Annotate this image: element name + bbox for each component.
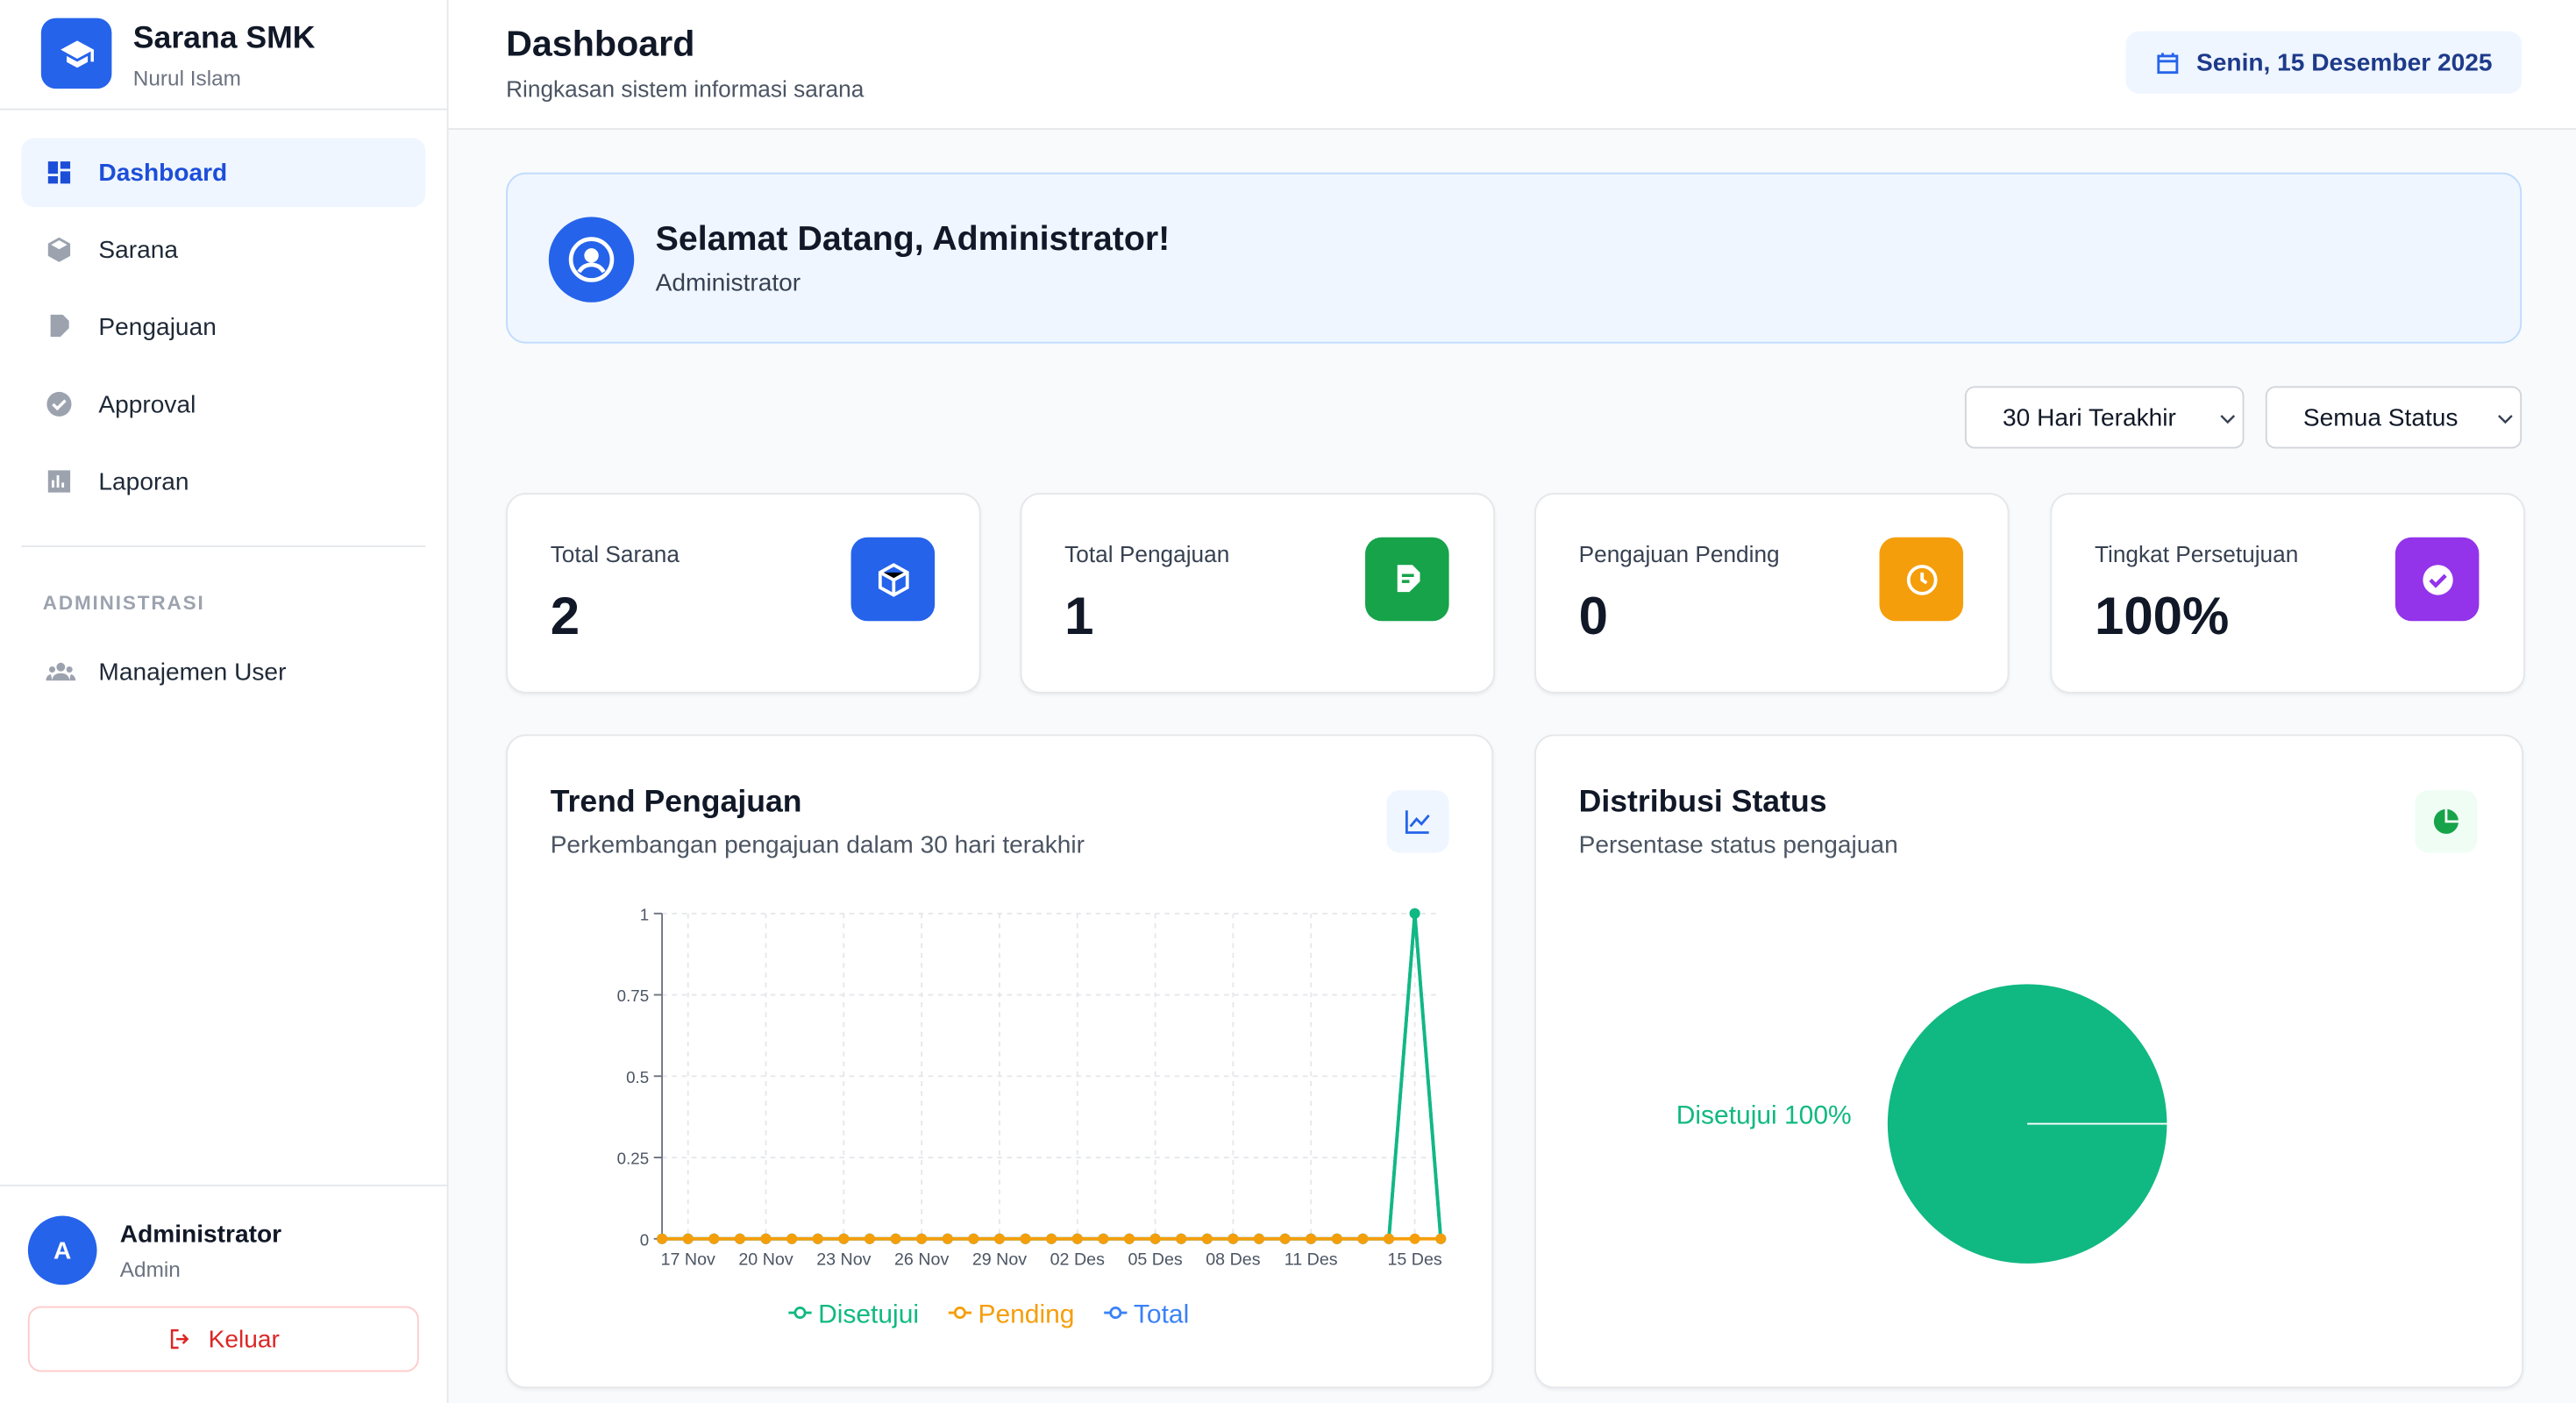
nav-icon bbox=[47, 237, 71, 262]
nav-item[interactable]: Pengajuan bbox=[21, 293, 425, 362]
icon bbox=[1396, 564, 1420, 592]
nav-icon bbox=[46, 662, 76, 681]
stat-value: 100% bbox=[2094, 586, 2230, 646]
nav-item[interactable]: Dashboard bbox=[21, 138, 426, 208]
stat-card: Total Pengajuan 1 bbox=[1020, 493, 1496, 694]
divider bbox=[0, 108, 447, 110]
date: Senin, 15 Desember 2025 bbox=[2196, 48, 2493, 77]
chart-title: Trend Pengajuan bbox=[550, 785, 802, 820]
section-label: ADMINISTRASI bbox=[42, 591, 205, 615]
nav-icon bbox=[46, 391, 72, 417]
icon bbox=[2433, 808, 2459, 834]
welcome-role: Administrator bbox=[655, 269, 801, 298]
welcome-card: Selamat Datang, Administrator! Administr… bbox=[506, 172, 2523, 344]
icon bbox=[2422, 564, 2452, 595]
nav-label: Pengajuan bbox=[98, 312, 217, 341]
nav-label: Approval bbox=[98, 390, 196, 418]
stat-label: Pengajuan Pending bbox=[1578, 540, 1780, 567]
nav-label: Manajemen User bbox=[98, 658, 287, 687]
stat-label: Total Pengajuan bbox=[1064, 540, 1230, 567]
nav-icon bbox=[47, 470, 71, 493]
nav-item[interactable]: Laporan bbox=[21, 447, 425, 516]
logo-icon bbox=[60, 39, 94, 68]
chevron bbox=[2220, 415, 2236, 424]
stat-value: 2 bbox=[550, 586, 580, 646]
chart-subtitle: Persentase status pengajuan bbox=[1578, 831, 1898, 859]
divider bbox=[21, 545, 426, 547]
chart-subtitle: Perkembangan pengajuan dalam 30 hari ter… bbox=[550, 831, 1085, 859]
sidebar: Sarana SMK Nurul Islam Dashboard Sarana … bbox=[0, 0, 449, 1403]
period-select[interactable]: 30 Hari Terakhir bbox=[1964, 386, 2245, 449]
brand: Sarana SMK bbox=[132, 21, 316, 56]
icon bbox=[878, 562, 908, 596]
stat-icon bbox=[1365, 537, 1449, 622]
avatar: A bbox=[27, 1215, 97, 1285]
stat-value: 0 bbox=[1578, 586, 1608, 646]
stat-label: Total Sarana bbox=[550, 540, 680, 567]
chart-card: Distribusi Status Persentase status peng… bbox=[1534, 734, 2524, 1389]
nav-item[interactable]: Sarana bbox=[21, 215, 425, 284]
stat-icon bbox=[1879, 537, 1964, 622]
stat-card: Pengajuan Pending 0 bbox=[1534, 493, 2010, 694]
nav-item[interactable]: Approval bbox=[21, 370, 425, 439]
logout-icon bbox=[170, 1328, 189, 1350]
stat-icon bbox=[850, 537, 936, 622]
logout-label: Keluar bbox=[208, 1325, 280, 1353]
icon bbox=[1405, 810, 1430, 834]
logout-button[interactable]: Keluar bbox=[27, 1306, 419, 1372]
user-name: Administrator bbox=[119, 1221, 282, 1250]
school: Nurul Islam bbox=[132, 65, 241, 91]
nav-icon bbox=[47, 161, 71, 184]
logo bbox=[40, 18, 112, 89]
nav-label: Dashboard bbox=[98, 158, 228, 187]
stat-card: Tingkat Persetujuan 100% bbox=[2050, 493, 2525, 694]
date-pill: Senin, 15 Desember 2025 bbox=[2125, 31, 2523, 94]
divider bbox=[0, 1184, 447, 1186]
welcome-title: Selamat Datang, Administrator! bbox=[655, 220, 1171, 259]
stat-label: Tingkat Persetujuan bbox=[2094, 540, 2299, 567]
chevron bbox=[2498, 415, 2513, 424]
nav-label: Laporan bbox=[98, 467, 189, 495]
chart-icon bbox=[2415, 790, 2478, 853]
chart-icon bbox=[1386, 790, 1449, 853]
status-select[interactable]: Semua Status bbox=[2265, 386, 2523, 449]
user-role: Admin bbox=[119, 1257, 181, 1282]
user-icon bbox=[568, 237, 615, 282]
page-subtitle: Ringkasan sistem informasi sarana bbox=[506, 75, 865, 103]
welcome-icon bbox=[548, 217, 635, 303]
header: Dashboard Ringkasan sistem informasi sar… bbox=[448, 0, 2576, 131]
select-label: 30 Hari Terakhir bbox=[2003, 402, 2176, 431]
stat-value: 1 bbox=[1064, 586, 1094, 646]
calendar-icon bbox=[2157, 52, 2179, 74]
nav-icon bbox=[50, 314, 69, 338]
chart-card: Trend Pengajuan Perkembangan pengajuan d… bbox=[506, 734, 1494, 1389]
nav-item[interactable]: Manajemen User bbox=[21, 637, 425, 707]
chart-title: Distribusi Status bbox=[1578, 785, 1827, 820]
stat-card: Total Sarana 2 bbox=[506, 493, 981, 694]
stat-icon bbox=[2395, 537, 2480, 622]
page-title: Dashboard bbox=[506, 23, 695, 65]
select-label: Semua Status bbox=[2302, 402, 2459, 431]
nav-label: Sarana bbox=[98, 235, 179, 264]
icon bbox=[1905, 564, 1937, 595]
